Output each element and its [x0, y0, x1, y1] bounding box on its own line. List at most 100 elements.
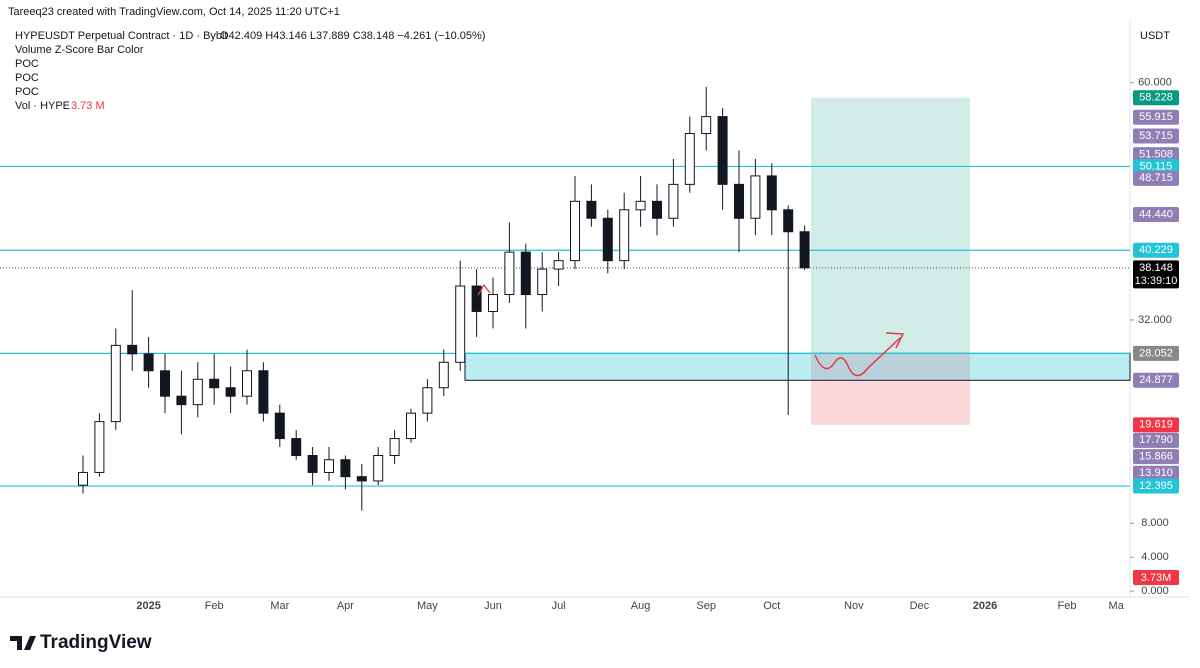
price-label-box	[1133, 109, 1179, 125]
price-label-box	[1133, 417, 1179, 433]
candle-body	[750, 175, 761, 219]
candle-body	[488, 294, 498, 312]
candle-body	[78, 471, 88, 486]
price-label: 51.508	[1139, 149, 1173, 161]
candle-body	[127, 344, 138, 355]
candle-body	[422, 387, 433, 414]
candle-body	[340, 459, 351, 478]
x-tick-label: Feb	[205, 600, 224, 612]
credit: Tareeq23 created with TradingView.com, O…	[8, 6, 340, 18]
x-tick-label: Jul	[552, 600, 566, 612]
candle-body	[570, 200, 580, 262]
price-label: 44.440	[1139, 208, 1173, 220]
candle-body	[766, 175, 777, 211]
price-label: 53.715	[1139, 130, 1173, 142]
candle-body	[504, 251, 515, 296]
candle-body	[225, 387, 236, 397]
price-label: 28.052	[1139, 347, 1173, 359]
candle-body	[192, 378, 203, 406]
x-tick-label: May	[417, 600, 438, 612]
candle-body	[406, 412, 416, 440]
candle-body	[324, 459, 334, 473]
zone	[464, 352, 1131, 381]
candle-body	[635, 200, 646, 211]
drawn-path	[814, 337, 901, 377]
price-label: 55.915	[1139, 111, 1173, 123]
candle-body	[537, 268, 548, 296]
indicator: POC	[15, 58, 39, 70]
price-label: 17.790	[1139, 434, 1173, 446]
candle-body	[471, 285, 482, 312]
price-label: 12.395	[1139, 480, 1173, 492]
indicator: Volume Z-Score Bar Color	[15, 44, 144, 56]
symbol: HYPEUSDT Perpetual Contract · 1D · Bybit	[15, 30, 228, 42]
drawn-arrowhead	[885, 332, 905, 349]
plot-area	[0, 86, 1131, 511]
candle-body	[258, 370, 269, 414]
candle-body	[734, 183, 744, 219]
candle-body	[274, 412, 285, 440]
x-tick-label: Aug	[631, 600, 651, 612]
x-tick-label: Feb	[1058, 600, 1077, 612]
candle-body	[356, 476, 367, 482]
y-tick-label: 8.000	[1141, 517, 1169, 529]
position-stop	[811, 353, 970, 425]
candle-body	[110, 344, 121, 423]
price-label-box	[1133, 372, 1179, 388]
volume-label: 3.73M	[1141, 572, 1172, 584]
price-label-box	[1133, 90, 1179, 106]
indicator: POC	[15, 72, 39, 84]
price-label-box	[1133, 207, 1179, 223]
price-label: 50.115	[1140, 160, 1173, 172]
y-tick-label: 32.000	[1138, 314, 1172, 326]
candle-body	[717, 116, 728, 185]
x-tick-label: Apr	[337, 600, 354, 612]
price-label-box	[1133, 449, 1179, 465]
x-tick-label: 2026	[973, 600, 997, 612]
ohlc: O42.409 H43.146 L37.889 C38.148 −4.261 (…	[220, 30, 485, 42]
logo: TradingView	[10, 632, 152, 653]
candle-body	[209, 378, 220, 389]
indicator: POC	[15, 86, 39, 98]
price-label-box	[1133, 128, 1179, 144]
candle-body	[619, 209, 630, 262]
candle-body	[94, 421, 105, 473]
candle-body	[438, 361, 449, 389]
candle-body	[783, 209, 794, 233]
x-tick-label: Dec	[910, 600, 930, 612]
price-label-box	[1133, 478, 1179, 494]
candle-body	[389, 438, 400, 457]
candle-body	[553, 260, 564, 270]
x-tick-label: 2025	[136, 600, 160, 612]
x-tick-label: Nov	[844, 600, 864, 612]
candle-body	[799, 231, 810, 269]
y-tick-label: 60.000	[1138, 77, 1172, 89]
price-label: 48.715	[1139, 172, 1173, 184]
countdown: 13:39:10	[1135, 275, 1178, 287]
price-label: 40.229	[1139, 244, 1173, 256]
price-label: 38.148	[1139, 262, 1173, 274]
price-label-box	[1133, 465, 1179, 481]
price-label-box	[1133, 260, 1179, 289]
candle-body	[586, 200, 597, 219]
x-tick-label: Ma	[1109, 600, 1125, 612]
volume-label-box	[1133, 570, 1179, 585]
price-label: 24.877	[1139, 374, 1173, 386]
position-target	[811, 97, 970, 354]
y-tick-label: 4.000	[1141, 551, 1169, 563]
x-tick-label: Sep	[696, 600, 716, 612]
drawn-arrow	[477, 283, 491, 296]
volume-name: Vol · HYPE	[15, 100, 70, 112]
price-label-box	[1133, 170, 1179, 186]
currency: USDT	[1140, 30, 1170, 42]
price-label-box	[1133, 158, 1179, 174]
candle-body	[143, 353, 154, 372]
candle-body	[652, 200, 662, 219]
x-tick-label: Oct	[763, 600, 780, 612]
candle-body	[307, 455, 318, 473]
candle-body	[455, 285, 466, 363]
candle-body	[373, 455, 384, 482]
x-tick-label: Mar	[270, 600, 289, 612]
volume-value: 3.73 M	[71, 100, 105, 112]
